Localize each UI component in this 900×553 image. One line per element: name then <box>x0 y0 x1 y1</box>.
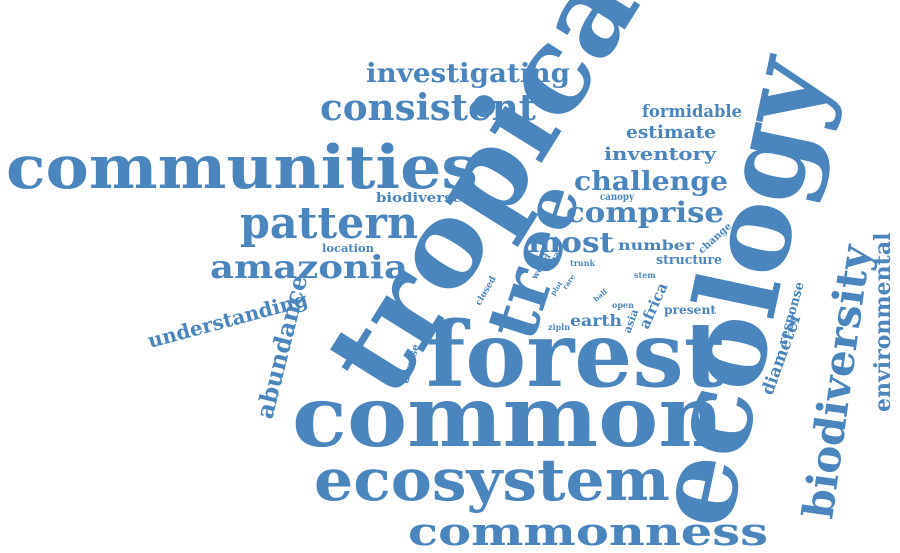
word-formidable: formidable <box>642 102 742 122</box>
word-structure: structure <box>656 253 722 268</box>
word-number: number <box>618 238 695 254</box>
word-investigating: investigating <box>366 59 570 89</box>
word-amazonia: amazonia <box>210 248 408 286</box>
word-location: location <box>322 242 374 255</box>
word-comprise: comprise <box>566 196 724 229</box>
word-earth: earth <box>570 311 622 330</box>
word-trunk: trunk <box>570 258 596 268</box>
word-challenge: challenge <box>574 167 728 197</box>
word-most: most <box>528 226 614 259</box>
word-open: open <box>612 300 634 310</box>
word-commonness: commonness <box>408 509 768 553</box>
word-present: present <box>664 303 716 317</box>
word-common: common <box>292 367 724 466</box>
word-stem: stem <box>634 270 656 280</box>
word-canopy: canopy <box>600 192 635 203</box>
word-ecosystem: ecosystem <box>314 446 670 514</box>
word-consistent: consistent <box>320 87 536 129</box>
word-estimate: estimate <box>626 122 716 143</box>
word-data: data <box>522 291 540 300</box>
word-zipln: zipln <box>548 322 570 332</box>
word-biodiverse: biodiverse <box>376 191 462 206</box>
word-environmental: environmental <box>870 233 896 412</box>
word-communities: communities <box>6 133 478 203</box>
word-forest: forest <box>426 302 726 408</box>
word-inventory: inventory <box>604 144 717 165</box>
word-pattern: pattern <box>240 198 418 249</box>
word-half: half <box>592 286 610 303</box>
